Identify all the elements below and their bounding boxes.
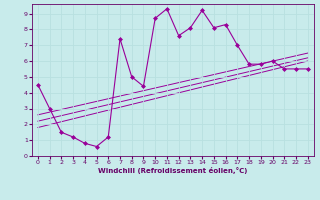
X-axis label: Windchill (Refroidissement éolien,°C): Windchill (Refroidissement éolien,°C) xyxy=(98,167,247,174)
